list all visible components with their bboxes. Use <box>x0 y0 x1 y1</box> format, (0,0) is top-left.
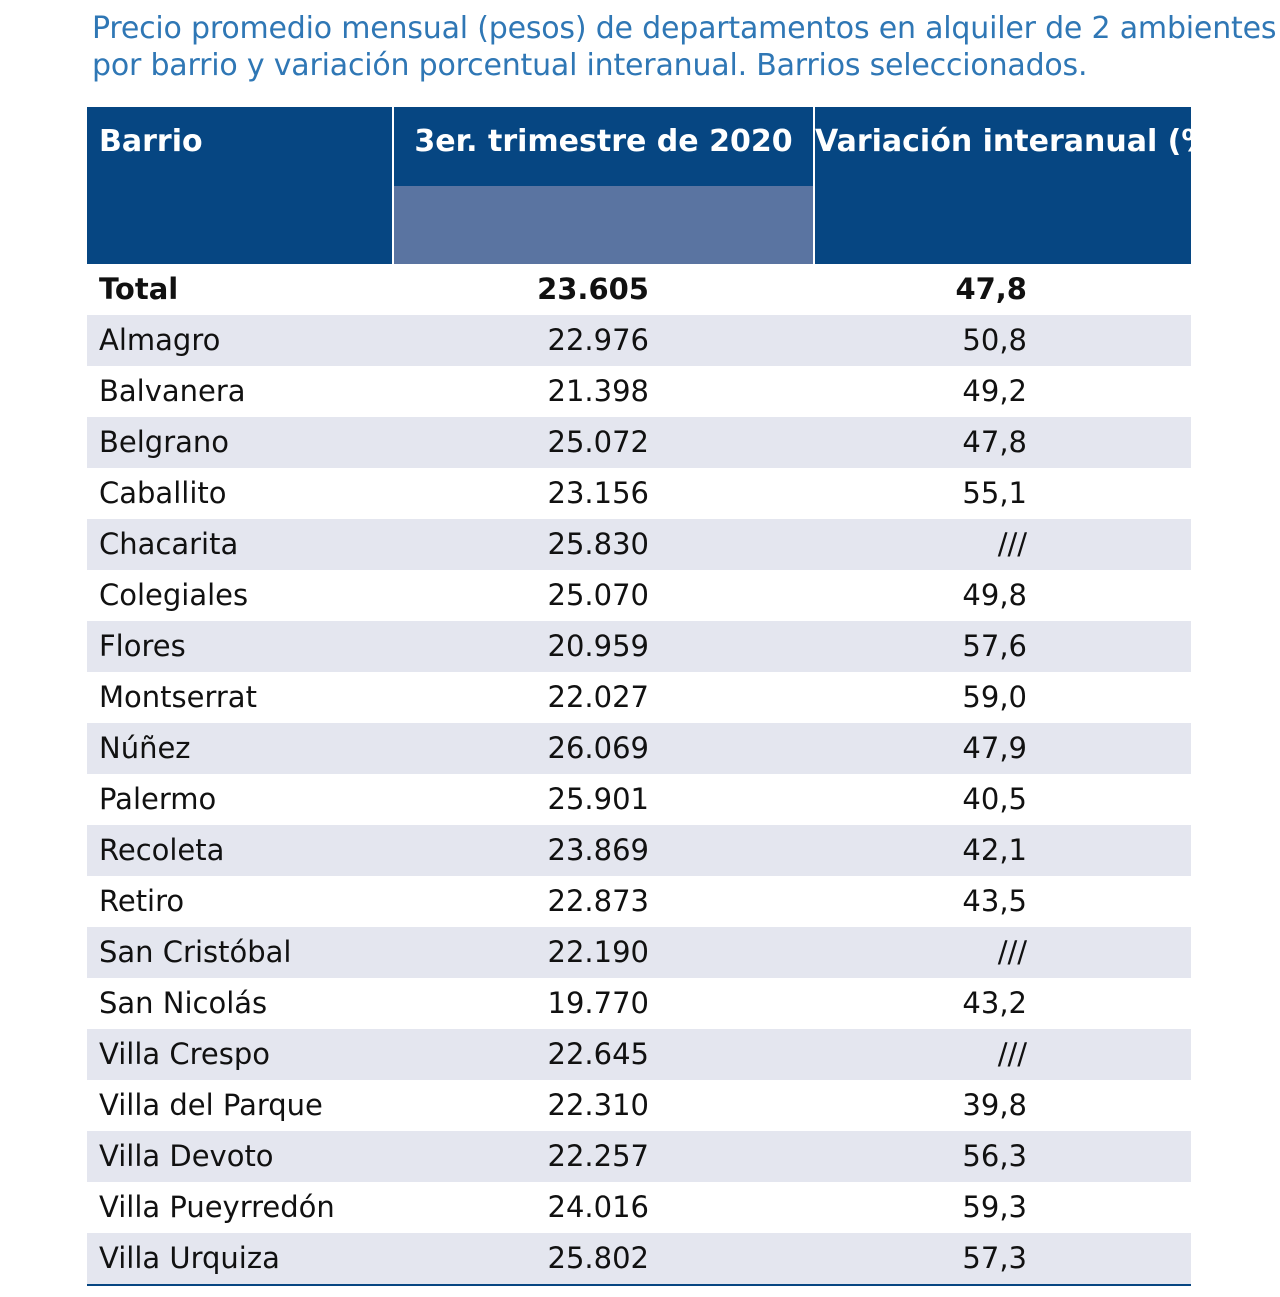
row-barrio: Montserrat <box>99 680 257 714</box>
row-barrio: Villa Devoto <box>99 1139 274 1173</box>
row-variation: 59,3 <box>962 1190 1027 1224</box>
row-price: 22.873 <box>547 884 649 918</box>
row-price: 23.869 <box>547 833 649 867</box>
row-price: 24.016 <box>547 1190 649 1224</box>
rent-price-table: Barrio 3er. trimestre de 2020 Variación … <box>87 107 1226 1286</box>
header-divider <box>392 107 394 264</box>
row-variation: /// <box>997 527 1027 561</box>
row-barrio: Villa Crespo <box>99 1037 270 1071</box>
row-variation: 43,5 <box>962 884 1027 918</box>
row-variation: 40,5 <box>962 782 1027 816</box>
table-row: Balvanera 21.398 49,2 <box>87 366 1191 417</box>
row-barrio: Balvanera <box>99 374 246 408</box>
row-variation: 57,3 <box>962 1241 1027 1275</box>
row-variation: 50,8 <box>962 323 1027 357</box>
table-row: Villa Crespo 22.645 /// <box>87 1029 1191 1080</box>
row-barrio: Flores <box>99 629 186 663</box>
row-barrio: Villa del Parque <box>99 1088 323 1122</box>
row-barrio: Belgrano <box>99 425 230 459</box>
row-price: 26.069 <box>547 731 649 765</box>
row-barrio: Caballito <box>99 476 227 510</box>
row-barrio: Total <box>99 272 179 306</box>
row-variation: 59,0 <box>962 680 1027 714</box>
table-header: Barrio 3er. trimestre de 2020 Variación … <box>87 107 1226 264</box>
header-barrio: Barrio <box>87 107 392 264</box>
row-barrio: Colegiales <box>99 578 249 612</box>
header-barrio-label: Barrio <box>99 124 203 159</box>
table-row: Belgrano 25.072 47,8 <box>87 417 1191 468</box>
row-variation: 56,3 <box>962 1139 1027 1173</box>
header-price-label: 3er. trimestre de 2020 <box>414 124 793 159</box>
row-variation: 39,8 <box>962 1088 1027 1122</box>
row-barrio: Chacarita <box>99 527 239 561</box>
table-row: Montserrat 22.027 59,0 <box>87 672 1191 723</box>
title-line-1: Precio promedio mensual (pesos) de depar… <box>92 11 1277 46</box>
row-variation: 55,1 <box>962 476 1027 510</box>
row-barrio: Villa Pueyrredón <box>99 1190 335 1224</box>
row-price: 22.027 <box>547 680 649 714</box>
table-row: San Cristóbal 22.190 /// <box>87 927 1191 978</box>
table-row: Villa Devoto 22.257 56,3 <box>87 1131 1191 1182</box>
table-row: Villa Pueyrredón 24.016 59,3 <box>87 1182 1191 1233</box>
table-row: Almagro 22.976 50,8 <box>87 315 1191 366</box>
row-variation: 47,9 <box>962 731 1027 765</box>
row-price: 25.070 <box>547 578 649 612</box>
row-price: 21.398 <box>547 374 649 408</box>
table-row: Recoleta 23.869 42,1 <box>87 825 1191 876</box>
title-line-2: por barrio y variación porcentual intera… <box>92 48 1088 83</box>
row-price: 22.190 <box>547 935 649 969</box>
row-price: 22.645 <box>547 1037 649 1071</box>
table-row: Flores 20.959 57,6 <box>87 621 1191 672</box>
table-row: Caballito 23.156 55,1 <box>87 468 1191 519</box>
header-variation-label: Variación interanual (%) <box>815 124 1226 159</box>
row-price: 25.901 <box>547 782 649 816</box>
header-variation: Variación interanual (%) <box>815 107 1226 264</box>
table-body: Total 23.605 47,8 Almagro 22.976 50,8 Balva… <box>87 264 1191 1284</box>
table-row: Palermo 25.901 40,5 <box>87 774 1191 825</box>
row-variation: /// <box>997 1037 1027 1071</box>
row-price: 20.959 <box>547 629 649 663</box>
row-variation: 43,2 <box>962 986 1027 1020</box>
row-barrio: Palermo <box>99 782 217 816</box>
row-variation: 47,8 <box>962 425 1027 459</box>
row-barrio: San Nicolás <box>99 986 268 1020</box>
row-price: 22.310 <box>547 1088 649 1122</box>
table-row: Chacarita 25.830 /// <box>87 519 1191 570</box>
row-variation: 57,6 <box>962 629 1027 663</box>
header-price: 3er. trimestre de 2020 <box>394 107 813 264</box>
header-price-subband <box>394 186 813 264</box>
row-price: 25.830 <box>547 527 649 561</box>
table-row: Villa del Parque 22.310 39,8 <box>87 1080 1191 1131</box>
row-barrio: Almagro <box>99 323 221 357</box>
table-row-total: Total 23.605 47,8 <box>87 264 1191 315</box>
table-row: Núñez 26.069 47,9 <box>87 723 1191 774</box>
table-row: Colegiales 25.070 49,8 <box>87 570 1191 621</box>
row-barrio: Núñez <box>99 731 191 765</box>
row-price: 23.156 <box>547 476 649 510</box>
row-variation: 49,2 <box>962 374 1027 408</box>
row-price: 23.605 <box>537 272 649 306</box>
row-variation: 49,8 <box>962 578 1027 612</box>
row-barrio: San Cristóbal <box>99 935 292 969</box>
row-barrio: Recoleta <box>99 833 225 867</box>
row-variation: 42,1 <box>962 833 1027 867</box>
row-price: 22.976 <box>547 323 649 357</box>
table-row: San Nicolás 19.770 43,2 <box>87 978 1191 1029</box>
table-row: Villa Urquiza 25.802 57,3 <box>87 1233 1191 1284</box>
row-price: 19.770 <box>547 986 649 1020</box>
row-variation: 47,8 <box>955 272 1027 306</box>
row-price: 25.072 <box>547 425 649 459</box>
header-divider <box>813 107 815 264</box>
row-barrio: Villa Urquiza <box>99 1241 280 1275</box>
page-title: Precio promedio mensual (pesos) de depar… <box>92 10 1277 84</box>
row-variation: /// <box>997 935 1027 969</box>
row-price: 22.257 <box>547 1139 649 1173</box>
table-row: Retiro 22.873 43,5 <box>87 876 1191 927</box>
table-bottom-rule <box>87 1284 1191 1286</box>
row-price: 25.802 <box>547 1241 649 1275</box>
row-barrio: Retiro <box>99 884 185 918</box>
